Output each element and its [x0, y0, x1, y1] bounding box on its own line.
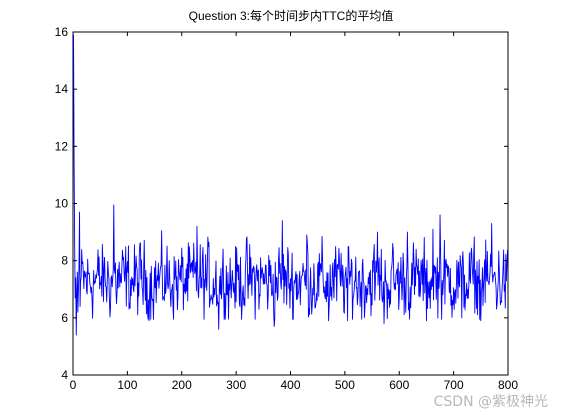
x-axis: 0 100 200 300 400 500 600 700 800	[70, 32, 518, 392]
y-axis: 4 6 8 10 12 14 16	[55, 25, 508, 382]
watermark-text: CSDN @紫极神光	[434, 394, 548, 410]
x-tick-label: 700	[444, 378, 464, 392]
y-tick-label: 14	[55, 82, 69, 96]
x-tick-label: 600	[389, 378, 409, 392]
y-tick-label: 16	[55, 25, 69, 39]
axes-box	[72, 31, 509, 376]
y-tick-label: 6	[61, 311, 68, 325]
plot-area	[73, 34, 509, 336]
x-tick-label: 0	[70, 378, 77, 392]
x-tick-label: 400	[280, 378, 300, 392]
x-tick-label: 100	[117, 378, 137, 392]
y-tick-label: 12	[55, 139, 69, 153]
x-tick-label: 300	[226, 378, 246, 392]
chart-title: Question 3:每个时间步内TTC的平均值	[189, 8, 394, 23]
y-tick-label: 10	[55, 197, 69, 211]
x-tick-label: 200	[172, 378, 192, 392]
x-tick-label: 800	[498, 378, 518, 392]
y-tick-label: 4	[61, 368, 68, 382]
series-line	[73, 34, 509, 336]
x-tick-label: 500	[335, 378, 355, 392]
y-tick-label: 8	[61, 254, 68, 268]
